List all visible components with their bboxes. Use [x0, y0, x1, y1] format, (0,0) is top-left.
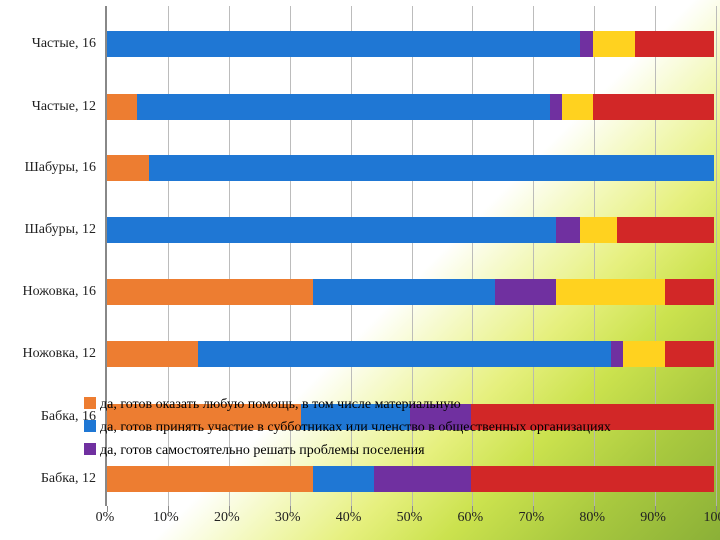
grid-line [716, 6, 717, 506]
bar-segment-blue [107, 31, 580, 57]
legend-entry: да, готов самостоятельно решать проблемы… [84, 442, 624, 461]
x-axis-label: 20% [214, 510, 240, 526]
bar-segment-blue [313, 466, 374, 492]
bar-segment-purple [556, 217, 580, 243]
x-axis-label: 80% [579, 510, 605, 526]
bar-segment-orange [107, 466, 313, 492]
legend-swatch [84, 443, 96, 455]
y-axis-label: Частые, 12 [0, 94, 98, 120]
grid-line [655, 6, 656, 506]
bar-segment-purple [611, 341, 623, 367]
bar-segment-yellow [580, 217, 616, 243]
x-axis-label: 50% [397, 510, 423, 526]
bar-row [107, 94, 714, 120]
bar-segment-yellow [562, 94, 592, 120]
bar-segment-blue [137, 94, 550, 120]
bar-segment-purple [374, 466, 471, 492]
legend-entry: да, готов оказать любую помощь, в том чи… [84, 396, 624, 415]
x-axis-label: 90% [640, 510, 666, 526]
bar-segment-red [617, 217, 714, 243]
bar-segment-yellow [623, 341, 665, 367]
x-axis-label: 10% [153, 510, 179, 526]
bar-row [107, 341, 714, 367]
y-axis-label: Шабуры, 16 [0, 155, 98, 181]
x-axis-label: 30% [275, 510, 301, 526]
bar-row [107, 217, 714, 243]
bar-segment-blue [149, 155, 714, 181]
bar-segment-purple [495, 279, 556, 305]
bar-segment-orange [107, 155, 149, 181]
bar-segment-blue [198, 341, 611, 367]
bar-segment-blue [107, 217, 556, 243]
legend-label: да, готов оказать любую помощь, в том чи… [100, 397, 461, 412]
bar-segment-orange [107, 279, 313, 305]
stacked-bar-chart: 0% 10% 20% 30% 40% 50% 60% 70% 80% 90% 100 Частые, … [0, 0, 720, 540]
bar-segment-red [593, 94, 714, 120]
legend-swatch [84, 397, 96, 409]
legend: да, готов оказать любую помощь, в том чи… [84, 396, 624, 465]
bar-segment-yellow [556, 279, 665, 305]
x-axis-label: 0% [96, 510, 115, 526]
legend-label: да, готов самостоятельно решать проблемы… [100, 443, 425, 458]
y-axis-label: Шабуры, 12 [0, 217, 98, 243]
bar-segment-purple [580, 31, 592, 57]
x-axis-label: 70% [518, 510, 544, 526]
bar-segment-orange [107, 94, 137, 120]
bar-segment-red [665, 279, 714, 305]
bar-segment-red [471, 466, 714, 492]
bar-segment-red [665, 341, 714, 367]
bar-segment-orange [107, 341, 198, 367]
x-axis-label: 60% [458, 510, 484, 526]
bar-segment-yellow [593, 31, 635, 57]
bar-row [107, 279, 714, 305]
legend-entry: да, готов принять участие в субботниках … [84, 419, 624, 438]
bar-segment-red [635, 31, 714, 57]
y-axis-label: Бабка, 12 [0, 466, 98, 492]
bar-row [107, 155, 714, 181]
y-axis-label: Ножовка, 12 [0, 341, 98, 367]
y-axis-label: Частые, 16 [0, 31, 98, 57]
x-axis-label: 100 [704, 510, 720, 526]
y-axis-label: Ножовка, 16 [0, 279, 98, 305]
x-axis-label: 40% [336, 510, 362, 526]
bar-segment-blue [313, 279, 495, 305]
bar-row [107, 466, 714, 492]
bar-segment-purple [550, 94, 562, 120]
legend-label: да, готов принять участие в субботниках … [100, 420, 611, 435]
bar-row [107, 31, 714, 57]
legend-swatch [84, 420, 96, 432]
